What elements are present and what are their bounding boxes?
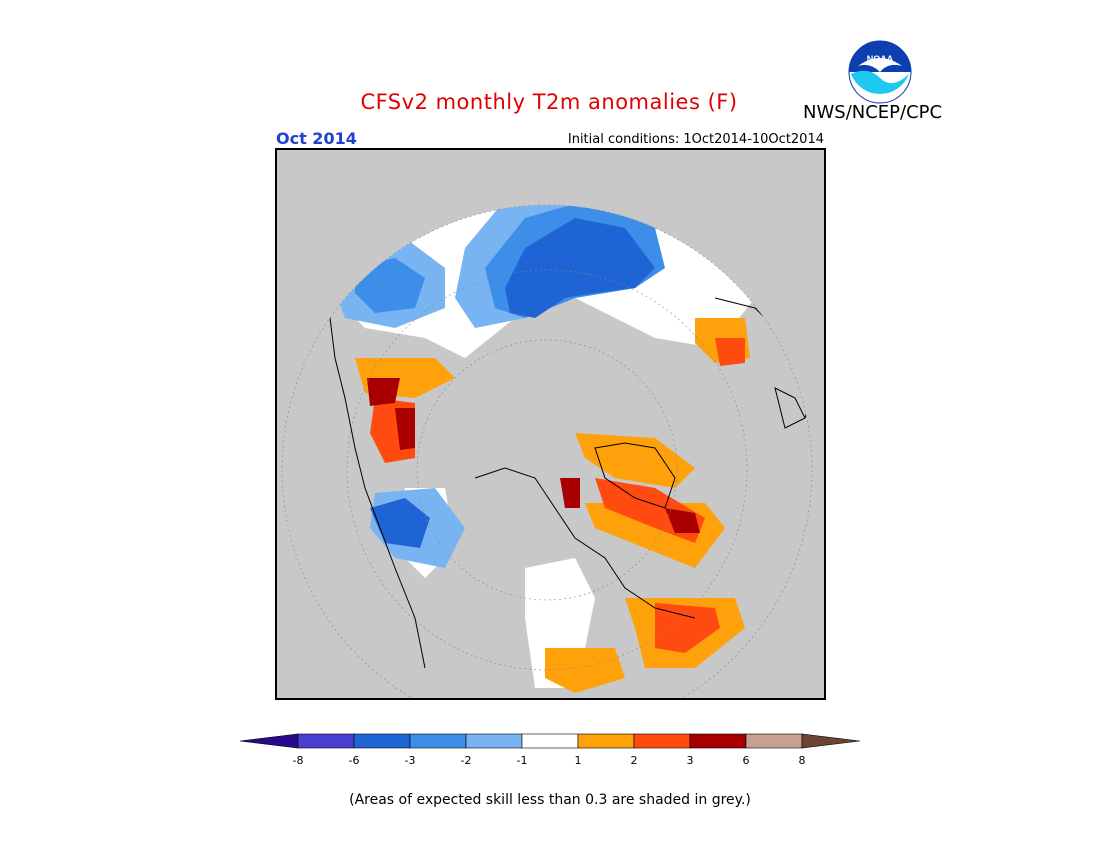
legend-swatch [577,733,635,749]
strong-cold-anomaly-west [370,498,430,548]
map-frame [275,148,826,700]
legend-swatch [297,733,355,749]
legend-swatch [409,733,467,749]
map-disk-outline [281,204,813,700]
legend-swatch [745,733,803,749]
noaa-logo: NOAA [848,40,912,104]
initial-conditions: Initial conditions: 1Oct2014-10Oct2014 [567,132,824,147]
strong-warm-anomaly-greenland [560,478,580,508]
legend-tick-label: 3 [687,754,694,767]
warm-anomaly-south [545,648,625,693]
legend-swatch [689,733,747,749]
legend-tick-label: 6 [743,754,750,767]
skill-note: (Areas of expected skill less than 0.3 a… [349,792,751,808]
strong-warm-anomaly-west-2 [395,408,415,450]
legend-swatch [633,733,691,749]
strong-cold-anomaly [505,218,655,318]
medium-blue-anomaly-west [355,258,425,313]
strong-warm-anomaly-europe [665,508,700,533]
legend-tick-label: 1 [575,754,582,767]
agency-label: NWS/NCEP/CPC [803,102,943,123]
legend-swatch [465,733,523,749]
polar-anomaly-map [275,148,826,700]
legend-tick-label: -2 [461,754,472,767]
legend-tick-label: -3 [405,754,416,767]
forecast-month: Oct 2014 [276,129,357,148]
warm-anomaly-red-east [655,603,720,653]
map-title: CFSv2 monthly T2m anomalies (F) [360,90,738,114]
strong-warm-anomaly-west [367,378,400,406]
legend-swatch [353,733,411,749]
legend-tick-label: -8 [293,754,304,767]
color-scale-legend: -8 -6 -3 -2 -1 1 2 3 6 8 [239,733,861,767]
legend-swatch [521,733,579,749]
graticule [346,269,748,671]
legend-tick-label: -6 [349,754,360,767]
legend-tick-label: -1 [517,754,528,767]
legend-arrow-low [239,733,299,749]
legend-tick-label: 2 [631,754,638,767]
legend-tick-label: 8 [799,754,806,767]
warm-anomaly-red-northeast [715,338,745,366]
legend-arrow-high [801,733,861,749]
svg-text:NOAA: NOAA [867,54,894,64]
